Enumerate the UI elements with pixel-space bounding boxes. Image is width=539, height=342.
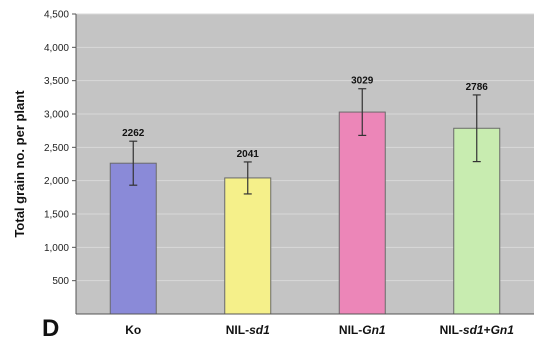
value-label: 2786	[466, 82, 489, 93]
y-tick-label: 1,500	[44, 210, 69, 221]
y-axis-label: Total grain no. per plant	[12, 90, 27, 238]
y-tick-label: 3,000	[44, 110, 69, 121]
x-tick-label-part: sd1	[463, 323, 484, 337]
x-tick-label: NIL-sd1	[226, 323, 270, 337]
x-tick-labels: Ko NIL-sd1 NIL-Gn1 NIL-sd1+Gn1	[125, 323, 514, 337]
value-label: 3029	[351, 76, 374, 87]
x-tick-label-part: NIL-	[226, 323, 249, 337]
y-tick-labels: 500 1,000 1,500 2,000 2,500 3,000 3,500 4,000 4,…	[44, 10, 76, 287]
error-bars	[129, 88, 481, 195]
y-tick-label: 2,500	[44, 143, 69, 154]
x-tick-label: Ko	[125, 323, 141, 337]
bar	[109, 162, 157, 315]
x-tick-label: NIL-Gn1	[339, 323, 386, 337]
value-label: 2262	[122, 128, 145, 139]
y-tick-label: 1,000	[44, 243, 69, 254]
x-tick-label-part: Gn1	[491, 323, 515, 337]
x-tick-label-part: sd1	[249, 323, 270, 337]
x-tick-label-part: NIL-	[339, 323, 362, 337]
panel-label: D	[42, 315, 59, 342]
bar	[224, 177, 272, 315]
y-tick-label: 4,000	[44, 43, 69, 54]
x-tick-label-part: Ko	[125, 323, 141, 337]
bar	[338, 111, 386, 315]
x-tick-label-part: Gn1	[362, 323, 386, 337]
x-tick-label: NIL-sd1+Gn1	[440, 323, 515, 337]
y-tick-label: 3,500	[44, 76, 69, 87]
y-tick-label: 500	[52, 276, 69, 287]
y-tick-label: 2,000	[44, 176, 69, 187]
x-tick-label-part: +	[484, 323, 491, 337]
value-label: 2041	[237, 149, 260, 160]
value-labels: 2262 2041 3029 2786	[122, 76, 488, 160]
x-tick-label-part: NIL-	[440, 323, 463, 337]
y-tick-label: 4,500	[44, 10, 69, 21]
